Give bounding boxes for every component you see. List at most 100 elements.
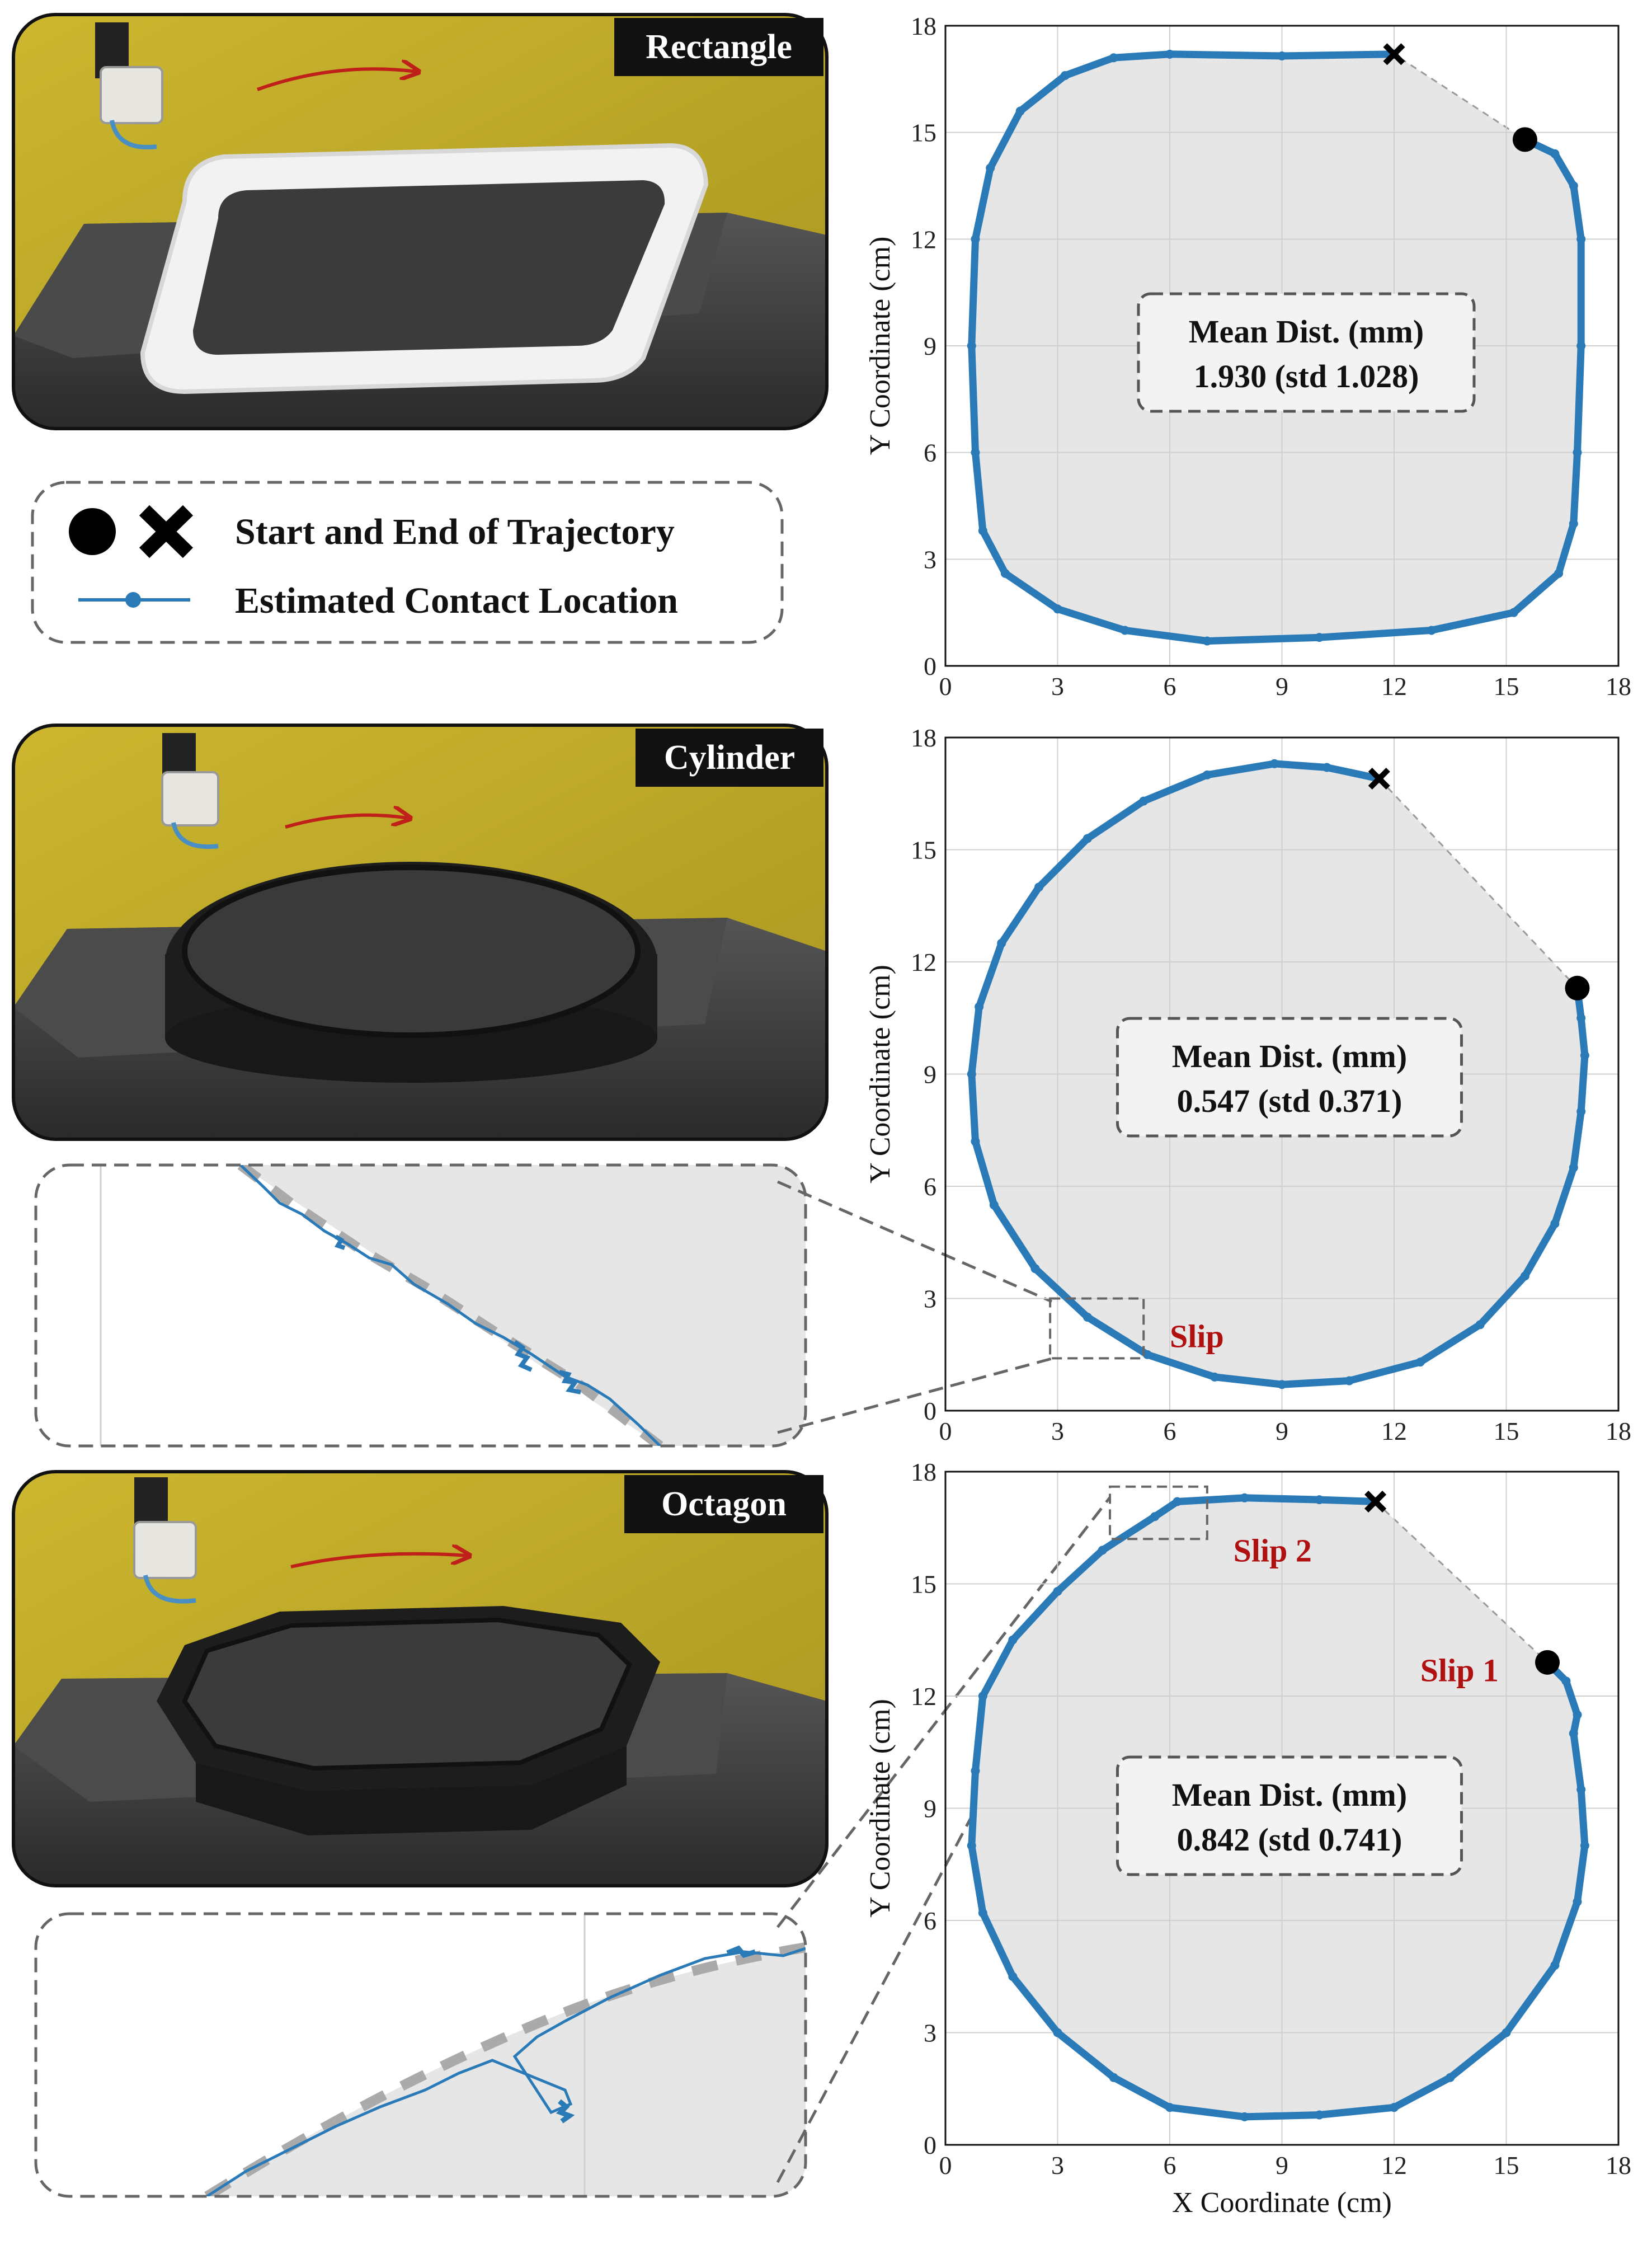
trajectory-point [1509,608,1518,617]
trajectory-point [1270,759,1279,768]
mean-distance-box [1137,292,1476,413]
trajectory-point [967,1069,976,1079]
zoom-inset-slip [36,1165,806,1446]
x-tick-label: 15 [1494,2151,1519,2180]
trajectory-point [1573,1710,1582,1720]
x-tick-label: 6 [1164,2151,1176,2180]
trajectory-point [1165,2103,1174,2112]
x-tick-label: 15 [1494,672,1519,701]
x-tick-label: 15 [1494,1417,1519,1445]
trajectory-point [1030,1264,1040,1274]
y-tick-label: 3 [924,1285,936,1313]
trajectory-point [1322,763,1331,772]
trajectory-point [971,448,980,457]
trajectory-point [1576,341,1586,350]
x-tick-label: 0 [939,1417,952,1445]
trajectory-point [1034,882,1044,892]
legend-start-end-label: Start and End of Trajectory [235,511,675,552]
photo-tag-bg [636,729,823,787]
trajectory-point [1569,519,1578,528]
trajectory-point [1502,2028,1511,2037]
trajectory-point [986,163,995,173]
trajectory-point [1142,1350,1152,1359]
x-tick-label: 12 [1381,1417,1407,1445]
x-tick-label: 18 [1606,672,1631,701]
slip-label: Slip [1170,1318,1224,1354]
trajectory-point [1475,1320,1485,1330]
trajectory-point [971,234,980,244]
slip-zoom-box [1109,1485,1208,1540]
photo-cylinder-frame [12,724,829,1141]
y-tick-label: 12 [911,948,936,976]
trajectory-point [1315,1495,1324,1505]
x-tick-label: 3 [1051,672,1064,701]
start-marker-icon [1512,127,1537,152]
trajectory-point [1315,633,1324,642]
x-tick-label: 18 [1606,2151,1631,2180]
photo-tag-octagon: Octagon [661,1485,787,1523]
trajectory-point [1520,1271,1529,1281]
x-tick-label: 9 [1276,1417,1288,1445]
mean-distance-value: 0.547 (std 0.371) [1177,1083,1402,1119]
trajectory-point [975,1002,984,1012]
legend-contact-label: Estimated Contact Location [235,580,678,621]
trajectory-point [1210,1372,1220,1382]
trajectory-point [1109,53,1118,63]
trajectory-point [978,526,987,536]
y-tick-label: 15 [911,119,936,147]
y-tick-label: 6 [924,1172,936,1201]
axes-frame [944,1471,1620,2146]
y-axis-label: Y Coordinate (cm) [864,1699,896,1918]
trajectory-point [1315,2110,1324,2120]
trajectory-point [1576,1013,1586,1023]
y-tick-label: 0 [924,652,936,680]
trajectory-point [1015,106,1025,116]
trajectory-point [1240,1493,1249,1502]
y-tick-label: 12 [911,225,936,253]
x-tick-label: 18 [1606,1417,1631,1445]
x-axis-label: X Coordinate (cm) [1172,2187,1392,2219]
x-tick-label: 12 [1381,672,1407,701]
y-tick-label: 9 [924,1795,936,1823]
trajectory-point [1446,2073,1455,2082]
trajectory-point [1202,770,1212,779]
photo-octagon-frame [12,1470,829,1887]
trajectory-point [967,341,976,350]
y-tick-label: 15 [911,1570,936,1599]
trajectory-point [978,1908,987,1918]
y-axis-label: Y Coordinate (cm) [864,237,896,455]
y-tick-label: 15 [911,836,936,865]
trajectory-point [1109,2073,1118,2082]
mean-distance-box [1116,1017,1463,1138]
x-tick-label: 3 [1051,1417,1064,1445]
trajectory-point [1008,1972,1018,1981]
legend: Start and End of Trajectory Estimated Co… [31,481,784,644]
x-tick-label: 0 [939,672,952,701]
trajectory-point [1150,1512,1160,1521]
end-marker-icon [1364,1490,1387,1513]
trajectory-point [1053,604,1062,614]
photo-rectangle-frame [12,13,829,430]
start-marker-icon [1535,1650,1560,1675]
charts-group: 0 3 6 9 12 15 18 0 3 6 9 12 15 18 Y Coordinate (cm) Mea… [864,12,1631,2219]
trajectory-point [1098,1546,1107,1555]
mean-distance-title: Mean Dist. (mm) [1172,1038,1407,1074]
photo-octagon [13,1472,827,1886]
trajectory-point [1573,1897,1582,1906]
trajectory-point [1202,636,1212,646]
y-tick-label: 18 [911,12,936,40]
x-tick-label: 9 [1276,2151,1288,2180]
trajectory-point [1082,834,1092,843]
photo-tag-bg [624,1475,823,1533]
chart-octagon: 0 3 6 9 12 15 18 0 3 6 9 12 15 18 Y Coordinate (cm) X C… [864,1458,1631,2219]
y-tick-label: 9 [924,332,936,360]
trajectory-point [1576,1785,1586,1795]
zoom-inset-slip-2-frame [34,1912,807,2198]
trajectory-point [1082,1312,1092,1322]
trajectory-point [1569,1729,1578,1738]
trajectory-point [1053,2028,1062,2037]
photo-tag-rectangle: Rectangle [646,28,792,66]
chart-cylinder: 0 3 6 9 12 15 18 0 3 6 9 12 15 18 Y Coordinate (cm) Mea… [864,724,1631,1445]
trajectory-point [1550,1961,1560,1970]
